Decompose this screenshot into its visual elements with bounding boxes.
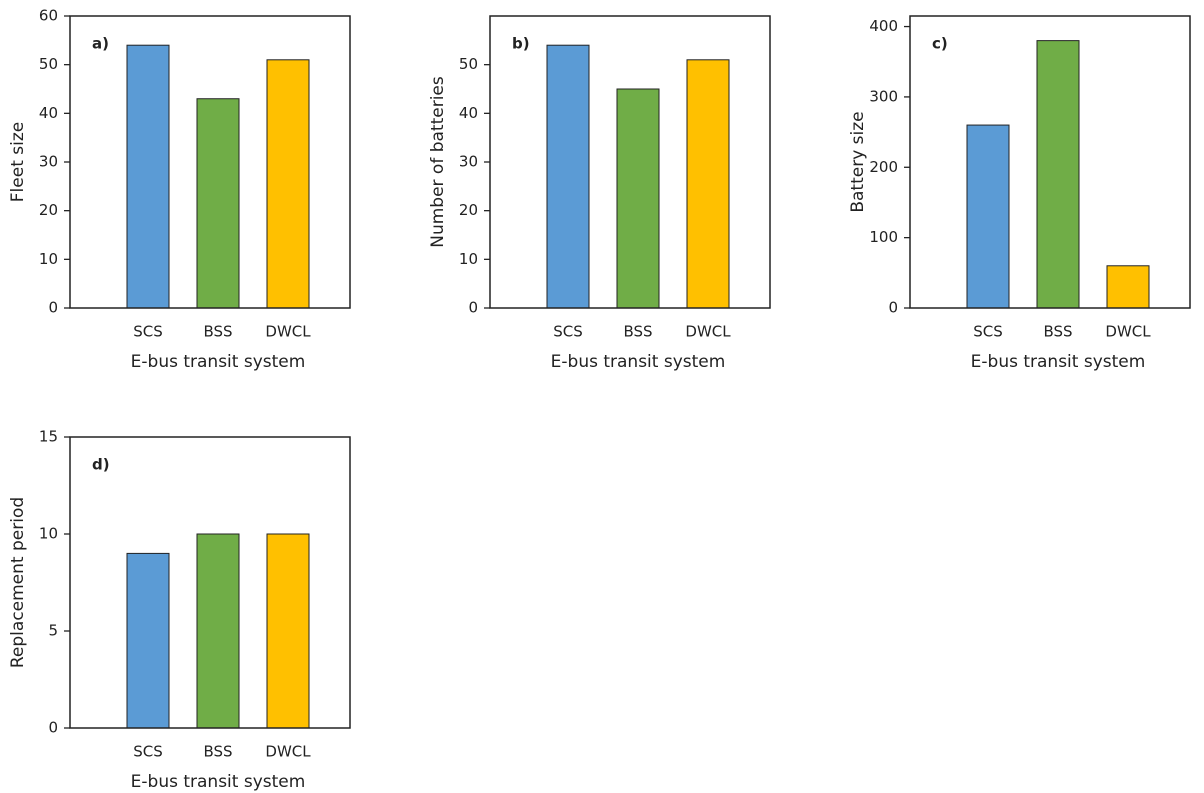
x-axis-label: E-bus transit system — [131, 772, 306, 792]
y-tick-label: 40 — [39, 104, 58, 122]
y-tick-label: 0 — [48, 299, 58, 317]
y-tick-label: 0 — [48, 719, 58, 737]
y-tick-label: 0 — [468, 299, 478, 317]
panel-label: d) — [92, 456, 110, 474]
y-tick-label: 20 — [459, 201, 478, 219]
y-tick-label: 400 — [869, 17, 898, 35]
y-axis-label: Number of batteries — [428, 76, 448, 248]
x-tick-label: BSS — [203, 323, 232, 341]
y-tick-label: 15 — [39, 428, 58, 446]
bar — [1106, 265, 1150, 309]
x-tick-label: SCS — [133, 743, 163, 761]
y-tick-label: 30 — [39, 153, 58, 171]
x-tick-label: DWCL — [1105, 323, 1151, 341]
y-tick-label: 300 — [869, 87, 898, 105]
bar — [686, 59, 730, 309]
x-tick-label: SCS — [553, 323, 583, 341]
x-axis-label: E-bus transit system — [971, 352, 1146, 372]
x-axis-label: E-bus transit system — [131, 352, 306, 372]
x-axis-label: E-bus transit system — [551, 352, 726, 372]
bar — [126, 552, 170, 729]
panel: SCS BSS DWCL 0 10 20 30 40 50 b) E-bus transit sys… — [428, 15, 771, 372]
x-tick-label: DWCL — [685, 323, 731, 341]
bar — [966, 124, 1010, 309]
y-tick-label: 10 — [459, 250, 478, 268]
y-tick-label: 30 — [459, 153, 478, 171]
x-tick-label: SCS — [973, 323, 1003, 341]
y-tick-label: 40 — [459, 104, 478, 122]
axes-frame — [69, 436, 351, 729]
bar — [266, 533, 310, 729]
bar — [1036, 40, 1080, 309]
y-tick-label: 20 — [39, 201, 58, 219]
panel: SCS BSS DWCL 0 5 10 15 d) E-bus transit system Re… — [8, 428, 351, 792]
x-tick-label: BSS — [203, 743, 232, 761]
bar — [126, 44, 170, 309]
y-tick-label: 0 — [888, 299, 898, 317]
bar — [196, 533, 240, 729]
y-axis-label: Fleet size — [8, 122, 28, 202]
bar — [616, 88, 660, 309]
y-axis-label: Replacement period — [8, 497, 28, 668]
panel: SCS BSS DWCL 0 100 200 300 400 c) E-bus transit s… — [848, 15, 1191, 372]
bar — [196, 98, 240, 309]
y-tick-label: 50 — [39, 55, 58, 73]
y-tick-label: 10 — [39, 525, 58, 543]
y-tick-label: 60 — [39, 7, 58, 25]
y-tick-label: 50 — [459, 55, 478, 73]
y-tick-label: 10 — [39, 250, 58, 268]
y-tick-label: 100 — [869, 228, 898, 246]
bar — [546, 44, 590, 309]
x-tick-label: BSS — [623, 323, 652, 341]
axes-frame — [489, 15, 771, 309]
panel: SCS BSS DWCL 0 10 20 30 40 50 60 a) E-bus transit s… — [8, 7, 351, 372]
y-axis-label: Battery size — [848, 111, 868, 212]
y-tick-label: 200 — [869, 158, 898, 176]
bar — [266, 59, 310, 309]
panel-label: c) — [932, 35, 948, 53]
x-tick-label: DWCL — [265, 323, 311, 341]
panel-label: b) — [512, 35, 530, 53]
y-tick-label: 5 — [48, 622, 58, 640]
panel-label: a) — [92, 35, 109, 53]
axes-frame — [909, 15, 1191, 309]
x-tick-label: BSS — [1043, 323, 1072, 341]
axes-frame — [69, 15, 351, 309]
x-tick-label: SCS — [133, 323, 163, 341]
x-tick-label: DWCL — [265, 743, 311, 761]
